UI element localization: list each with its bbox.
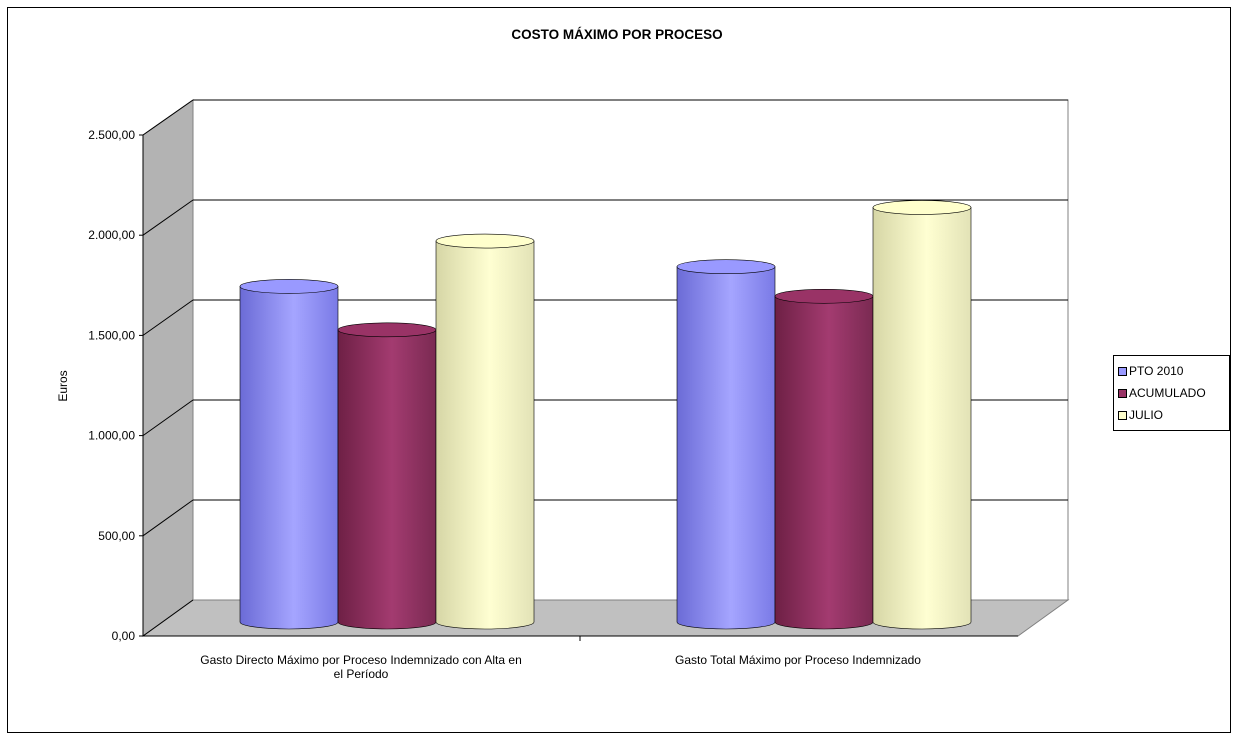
y-tick-label: 1.500,00: [88, 328, 135, 342]
gridline-side: [142, 199, 194, 236]
y-axis: 0,00 500,00 1.000,00 1.500,00 2.000,00 2.500,…: [88, 128, 1018, 643]
bar: [435, 233, 535, 630]
gridline-side: [142, 599, 194, 637]
legend: PTO 2010 ACUMULADO JULIO: [1113, 355, 1230, 431]
bar: [337, 322, 437, 630]
gridline-side: [142, 399, 194, 437]
bar-top: [435, 233, 535, 249]
y-axis-title: Euros: [56, 370, 70, 401]
gridline-side: [142, 299, 194, 336]
y-tick-label: 1.000,00: [88, 429, 135, 443]
bar: [676, 259, 776, 630]
y-tick-label: 2.000,00: [88, 228, 135, 242]
bar: [774, 288, 874, 630]
bar-body: [239, 286, 339, 630]
legend-label: PTO 2010: [1129, 364, 1184, 378]
bar: [872, 200, 972, 630]
gridline-side: [142, 99, 194, 136]
legend-swatch: [1118, 410, 1127, 420]
x-axis: Gasto Directo Máximo por Proceso Indemni…: [200, 636, 921, 681]
bar-top: [337, 322, 437, 338]
bar-body: [774, 296, 874, 630]
side-wall: [142, 99, 194, 637]
bar-top: [676, 259, 776, 274]
bar-body: [337, 329, 437, 630]
legend-swatch: [1118, 388, 1127, 398]
bar-top: [872, 200, 972, 215]
bar: [239, 279, 339, 630]
bar-body: [676, 266, 776, 630]
legend-item-julio: JULIO: [1118, 404, 1229, 426]
bar-top: [239, 279, 339, 294]
gridline-side: [142, 499, 194, 537]
x-category-label: Gasto Total Máximo por Proceso Indemniza…: [675, 653, 921, 667]
legend-item-acumulado: ACUMULADO: [1118, 382, 1229, 404]
y-tick-label: 0,00: [112, 629, 136, 643]
bars: [239, 200, 972, 630]
bar-top: [774, 288, 874, 304]
legend-label: ACUMULADO: [1129, 386, 1206, 400]
y-tick-label: 2.500,00: [88, 128, 135, 142]
legend-item-pto-2010: PTO 2010: [1118, 360, 1229, 382]
bar-body: [435, 240, 535, 630]
legend-swatch: [1118, 366, 1127, 376]
chart-title: COSTO MÁXIMO POR PROCESO: [511, 27, 723, 42]
y-tick-label: 500,00: [98, 529, 135, 543]
x-category-label: Gasto Directo Máximo por Proceso Indemni…: [200, 653, 522, 667]
x-category-label: el Período: [334, 667, 389, 681]
bar-body: [872, 207, 972, 630]
legend-label: JULIO: [1129, 408, 1164, 422]
